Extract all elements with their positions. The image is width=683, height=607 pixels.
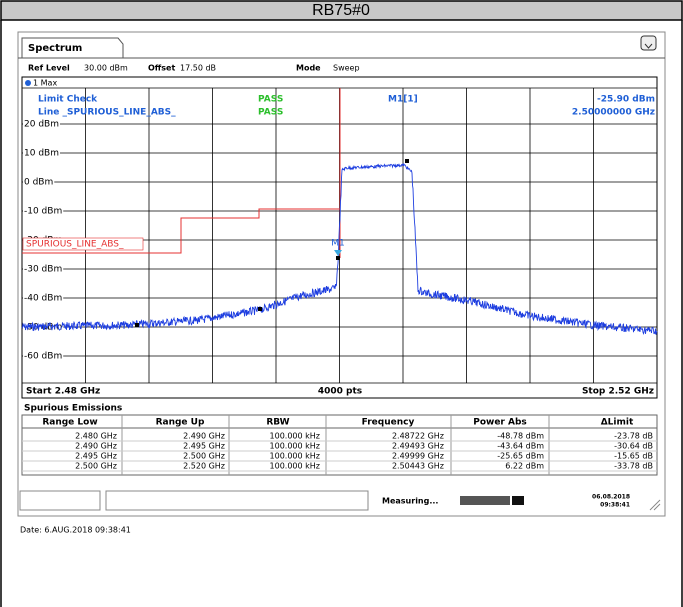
limit-line-name: SPURIOUS_LINE_ABS_ bbox=[26, 240, 124, 250]
table-cell: -43.64 dBm bbox=[497, 442, 544, 451]
label-bg bbox=[23, 148, 60, 158]
table-cell: 2.50443 GHz bbox=[392, 462, 444, 471]
offset-label: Offset bbox=[148, 64, 175, 73]
table-frame bbox=[21, 414, 658, 476]
table-cell: -25.65 dBm bbox=[497, 452, 544, 461]
marker-frequency: 2.50000000 GHz bbox=[572, 108, 655, 118]
progress-bar bbox=[460, 496, 510, 505]
table-header: Range Up bbox=[156, 418, 205, 428]
trace-line bbox=[21, 163, 658, 336]
tab[interactable] bbox=[21, 37, 124, 58]
table-title: Spurious Emissions bbox=[24, 404, 122, 414]
mode-label: Mode bbox=[296, 64, 321, 73]
y-axis-label: 10 dBm bbox=[24, 149, 59, 159]
y-axis-label: -30 dBm bbox=[24, 265, 62, 275]
table-cell: 2.490 GHz bbox=[75, 442, 117, 451]
header-bar bbox=[0, 0, 683, 21]
label-bg bbox=[23, 264, 64, 274]
y-axis-label: -60 dBm bbox=[24, 352, 62, 362]
marker-tag: M1 bbox=[331, 239, 345, 249]
table-header: RBW bbox=[266, 418, 289, 428]
label-bg bbox=[23, 293, 64, 303]
table-header: Range Low bbox=[42, 418, 97, 428]
table-cell: 2.49493 GHz bbox=[392, 442, 444, 451]
status-time: 09:38:41 bbox=[600, 502, 630, 509]
ref-level: 30.00 dBm bbox=[84, 64, 128, 73]
status-box[interactable] bbox=[105, 490, 369, 511]
measuring: Measuring... bbox=[382, 497, 438, 506]
table-cell: 2.500 GHz bbox=[75, 462, 117, 471]
limit-line-label: Line _SPURIOUS_LINE_ABS_ bbox=[38, 108, 176, 118]
menu-icon[interactable] bbox=[640, 35, 657, 51]
marker-name: M1[1] bbox=[388, 95, 418, 105]
tab-label[interactable]: Spectrum bbox=[28, 43, 82, 54]
table: Range Low Range Up RBW Frequency Power Abs ΔL… bbox=[22, 415, 657, 475]
peak-marker bbox=[405, 159, 409, 163]
table-header: Frequency bbox=[362, 418, 415, 428]
offset: 17.50 dB bbox=[180, 64, 216, 73]
y-axis-label: 20 dBm bbox=[24, 120, 59, 130]
limit-line-status: PASS bbox=[258, 108, 283, 118]
table-cell: -30.64 dB bbox=[614, 442, 653, 451]
label-bg bbox=[23, 119, 60, 129]
marker-triangle bbox=[334, 250, 342, 256]
table-cell: -33.78 dB bbox=[614, 462, 653, 471]
y-axis-label: -40 dBm bbox=[24, 294, 62, 304]
table-cell: 2.500 GHz bbox=[183, 452, 225, 461]
limit-check-label: Limit Check bbox=[38, 95, 98, 105]
table-cell: 2.495 GHz bbox=[183, 442, 225, 451]
peak-marker bbox=[336, 256, 340, 260]
x-start: Start 2.48 GHz bbox=[26, 387, 100, 397]
status-box[interactable] bbox=[19, 490, 101, 511]
peak-marker bbox=[135, 323, 139, 327]
label-bg bbox=[23, 351, 64, 361]
label-bg bbox=[23, 206, 64, 216]
trace bbox=[21, 163, 658, 336]
limit-line bbox=[22, 208, 340, 254]
footer-date: Date: 6.AUG.2018 09:38:41 bbox=[20, 526, 131, 535]
table-cell: 2.48722 GHz bbox=[392, 432, 444, 441]
table-cell: -48.78 dBm bbox=[497, 432, 544, 441]
trace-indicator bbox=[25, 80, 31, 86]
y-axis-label: -10 dBm bbox=[24, 207, 62, 217]
table-cell: 100.000 kHz bbox=[270, 452, 320, 461]
table-cell: 2.490 GHz bbox=[183, 432, 225, 441]
table-cell: 2.520 GHz bbox=[183, 462, 225, 471]
table-cell: -23.78 dB bbox=[614, 432, 653, 441]
menu-icon-arrow bbox=[644, 43, 653, 49]
table-cell: 100.000 kHz bbox=[270, 442, 320, 451]
header-title: RB75#0 bbox=[312, 2, 370, 19]
table-header: ΔLimit bbox=[601, 418, 634, 428]
ref-level-label: Ref Level bbox=[28, 64, 70, 73]
resize-grip bbox=[649, 499, 661, 511]
label-bg bbox=[23, 177, 55, 187]
table-cell: -15.65 dB bbox=[614, 452, 653, 461]
table-cell: 100.000 kHz bbox=[270, 432, 320, 441]
table-cell: 2.49999 GHz bbox=[392, 452, 444, 461]
limit-line-tag bbox=[22, 237, 144, 251]
table-header: Power Abs bbox=[473, 418, 527, 428]
peak-marker bbox=[258, 307, 262, 311]
table-cell: 100.000 kHz bbox=[270, 462, 320, 471]
x-points: 4000 pts bbox=[318, 387, 362, 397]
table-cell: 2.480 GHz bbox=[75, 432, 117, 441]
limit-check-status: PASS bbox=[258, 95, 283, 105]
y-axis-label: 0 dBm bbox=[24, 178, 53, 188]
progress-bar-end bbox=[512, 496, 524, 505]
mode: Sweep bbox=[333, 64, 360, 73]
trace-label: 1 Max bbox=[33, 79, 57, 88]
marker-level: -25.90 dBm bbox=[597, 95, 655, 105]
status-date: 06.08.2018 bbox=[592, 494, 630, 501]
table-cell: 2.495 GHz bbox=[75, 452, 117, 461]
x-stop: Stop 2.52 GHz bbox=[582, 387, 654, 397]
table-cell: 6.22 dBm bbox=[505, 462, 544, 471]
